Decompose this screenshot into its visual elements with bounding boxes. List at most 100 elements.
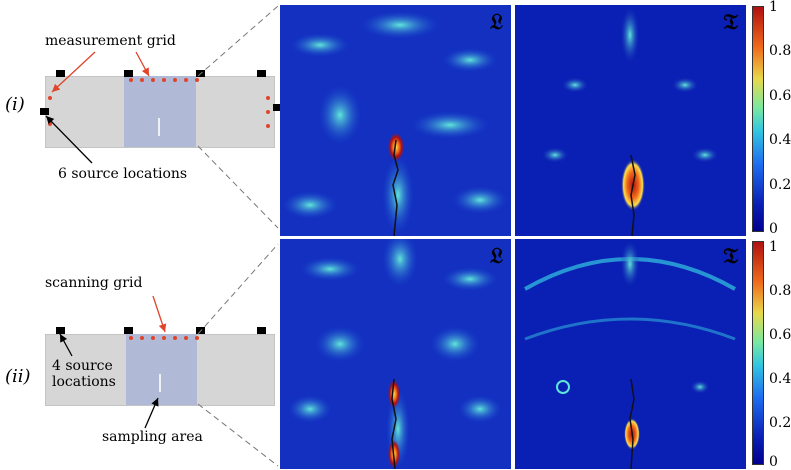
source-marker — [56, 327, 65, 334]
bright-spot — [671, 77, 699, 93]
bright-spot — [620, 239, 640, 289]
arrow — [59, 333, 73, 357]
colorbar-tick: 0 — [769, 221, 778, 237]
source-marker — [124, 327, 133, 334]
grid-point — [140, 336, 144, 340]
bright-spot — [410, 111, 490, 139]
heatmap-t-ii-svg — [515, 239, 746, 469]
peak — [388, 380, 400, 408]
grid-point — [184, 78, 188, 82]
arrow — [152, 295, 167, 333]
arrow — [144, 397, 159, 429]
heatmap-t-i: 𝔗 — [515, 5, 746, 236]
bright-spot — [315, 326, 365, 362]
colorbar-ii — [752, 241, 764, 465]
colorbar-tick: 0.8 — [769, 283, 791, 299]
bright-arc — [524, 317, 736, 341]
zoom-line — [197, 145, 279, 229]
heatmap-l-ii: 𝔏 — [280, 239, 511, 469]
heatmap-l-i-svg — [280, 5, 511, 236]
panel-t-ii-label: 𝔗 — [723, 243, 738, 269]
crack-path — [392, 139, 399, 236]
bright-spot — [288, 395, 332, 423]
bright-spot — [290, 33, 350, 57]
arrow — [51, 51, 96, 93]
grid-point — [48, 96, 52, 100]
colorbar-tick: 0.2 — [769, 177, 791, 193]
bright-spot — [318, 85, 362, 145]
scanning-grid-label: scanning grid — [45, 275, 143, 291]
crack-path — [629, 378, 635, 469]
sampling-area-label: sampling area — [102, 429, 203, 445]
colorbar-tick: 0.4 — [769, 132, 791, 148]
zoom-line — [197, 5, 279, 77]
bright-spot — [458, 395, 502, 423]
colorbar-tick: 0.6 — [769, 327, 791, 343]
source-marker — [257, 327, 266, 334]
sampling-area-i — [124, 76, 196, 147]
panel-t-i-label: 𝔗 — [723, 9, 738, 35]
row-ii-label: (ii) — [5, 366, 31, 387]
grid-point — [266, 124, 270, 128]
grid-point — [151, 336, 155, 340]
grid-point — [129, 336, 133, 340]
grid-point — [195, 336, 199, 340]
source-marker — [40, 108, 49, 115]
bright-spot — [442, 267, 498, 291]
bright-spot — [620, 5, 640, 65]
colorbar-tick: 0.4 — [769, 371, 791, 387]
crack-marker — [158, 118, 160, 136]
bright-spot — [452, 186, 508, 214]
source-marker — [124, 70, 133, 77]
heatmap-t-i-svg — [515, 5, 746, 236]
colorbar-tick: 0.8 — [769, 43, 791, 59]
bright-spot — [382, 239, 418, 287]
bright-spot — [430, 326, 480, 362]
heatmap-t-ii: 𝔗 — [515, 239, 746, 469]
bright-spot — [360, 11, 440, 39]
crack-path — [630, 154, 636, 236]
colorbar-tick: 1 — [769, 0, 778, 15]
bright-spot — [690, 380, 710, 394]
heatmap-l-i: 𝔏 — [280, 5, 511, 236]
row-i-label: (i) — [5, 94, 25, 115]
panel-l-ii-label: 𝔏 — [489, 243, 503, 269]
bright-spot — [561, 77, 589, 93]
sampling-area-ii — [126, 334, 197, 405]
measurement-grid-label: measurement grid — [45, 33, 176, 49]
heatmap-l-ii-svg — [280, 239, 511, 469]
source-marker — [56, 70, 65, 77]
colorbar-tick: 0.6 — [769, 88, 791, 104]
zoom-line — [197, 243, 279, 335]
ring-spot — [556, 380, 570, 394]
bright-spot — [442, 48, 498, 72]
grid-point — [195, 78, 199, 82]
source-marker — [257, 70, 266, 77]
grid-point — [162, 336, 166, 340]
colorbar-tick: 0.2 — [769, 415, 791, 431]
colorbar-tick: 0 — [769, 454, 778, 470]
grid-point — [162, 78, 166, 82]
crack-path — [391, 378, 397, 469]
source-marker — [273, 104, 282, 111]
grid-point — [266, 110, 270, 114]
peak — [388, 133, 404, 161]
grid-point — [151, 78, 155, 82]
grid-point — [173, 336, 177, 340]
source-locations-label-line1: 4 source — [52, 358, 113, 374]
colorbar-tick: 1 — [769, 239, 778, 255]
grid-point — [184, 336, 188, 340]
grid-point — [173, 78, 177, 82]
bright-spot — [541, 147, 569, 163]
grid-point — [129, 78, 133, 82]
bright-spot — [382, 155, 414, 235]
arrow — [45, 115, 93, 164]
crack-marker — [159, 374, 161, 392]
colorbar-i — [752, 6, 764, 232]
zoom-line — [197, 403, 279, 467]
source-locations-label: 6 source locations — [58, 166, 188, 182]
panel-l-i-label: 𝔏 — [489, 9, 503, 35]
bright-spot — [300, 257, 360, 281]
bright-spot — [691, 147, 719, 163]
